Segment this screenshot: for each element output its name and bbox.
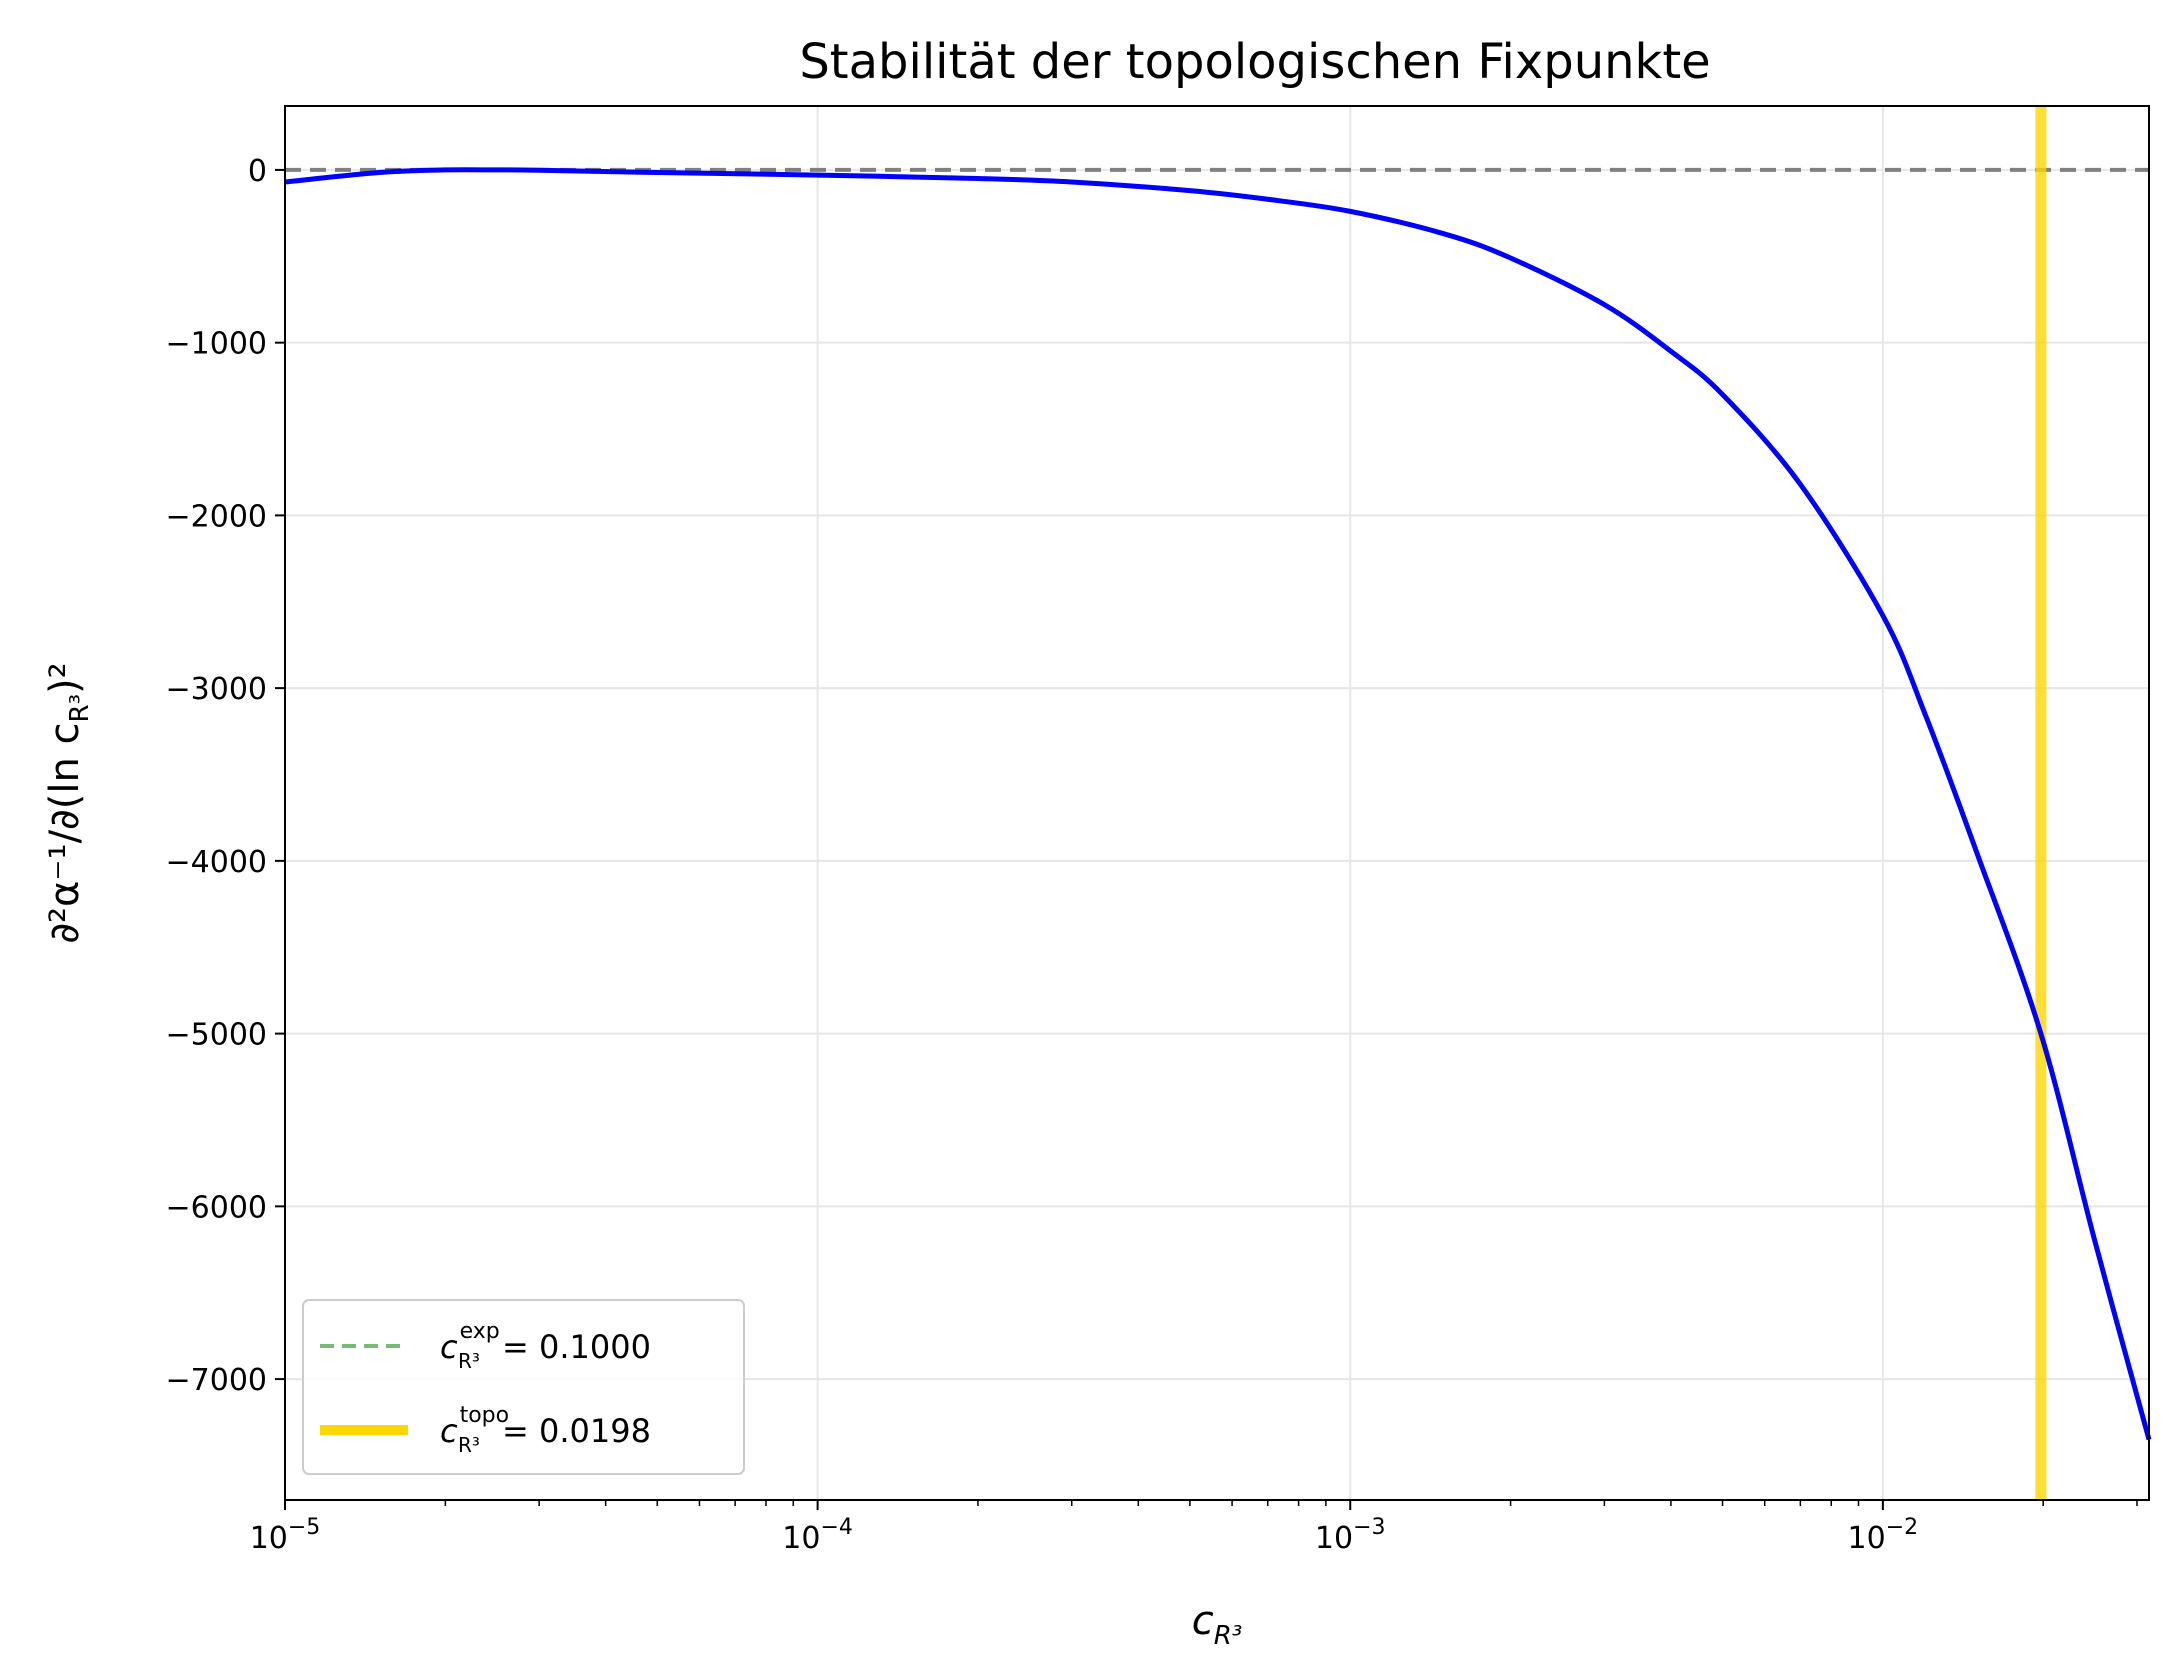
y-tick-label-1: −1000 [166,327,267,362]
y-tick-label-4: −4000 [166,845,267,880]
x-tick-label-2: 10−3 [1315,1515,1386,1556]
series-layer [284,167,2152,1441]
y-tick-label-6: −6000 [166,1190,267,1225]
y-tick-label-3: −3000 [166,672,267,707]
legend-label-topo: ctopo R³ = 0.0198 [440,1403,651,1457]
y-tick-label-0: 0 [248,154,267,189]
x-axis-label: cR³ [1192,1598,1243,1651]
y-tick-label-2: −2000 [166,499,267,534]
x-axis-ticks: 10−5 10−4 10−3 10−2 [250,1500,2138,1556]
legend-label-exp: cexp R³ = 0.1000 [440,1319,651,1373]
x-tick-label-3: 10−2 [1848,1515,1919,1556]
y-axis-ticks: 0 −1000 −2000 −3000 −4000 −5000 −6000 −7000 [166,154,285,1398]
y-tick-label-5: −5000 [166,1018,267,1053]
y-axis-label: ∂²α⁻¹/∂(ln cR³)² [42,662,95,943]
x-tick-label-1: 10−4 [782,1515,853,1556]
plot-frame [284,105,2150,1501]
legend: cexp R³ = 0.1000 ctopo R³ = 0.0198 [302,1299,745,1475]
x-tick-label-0: 10−5 [250,1515,321,1556]
chart-title: Stabilität der topologischen Fixpunkte [799,34,1710,90]
series-line-0 [284,167,2152,1441]
legend-box [302,1299,745,1475]
y-tick-label-7: −7000 [166,1363,267,1398]
